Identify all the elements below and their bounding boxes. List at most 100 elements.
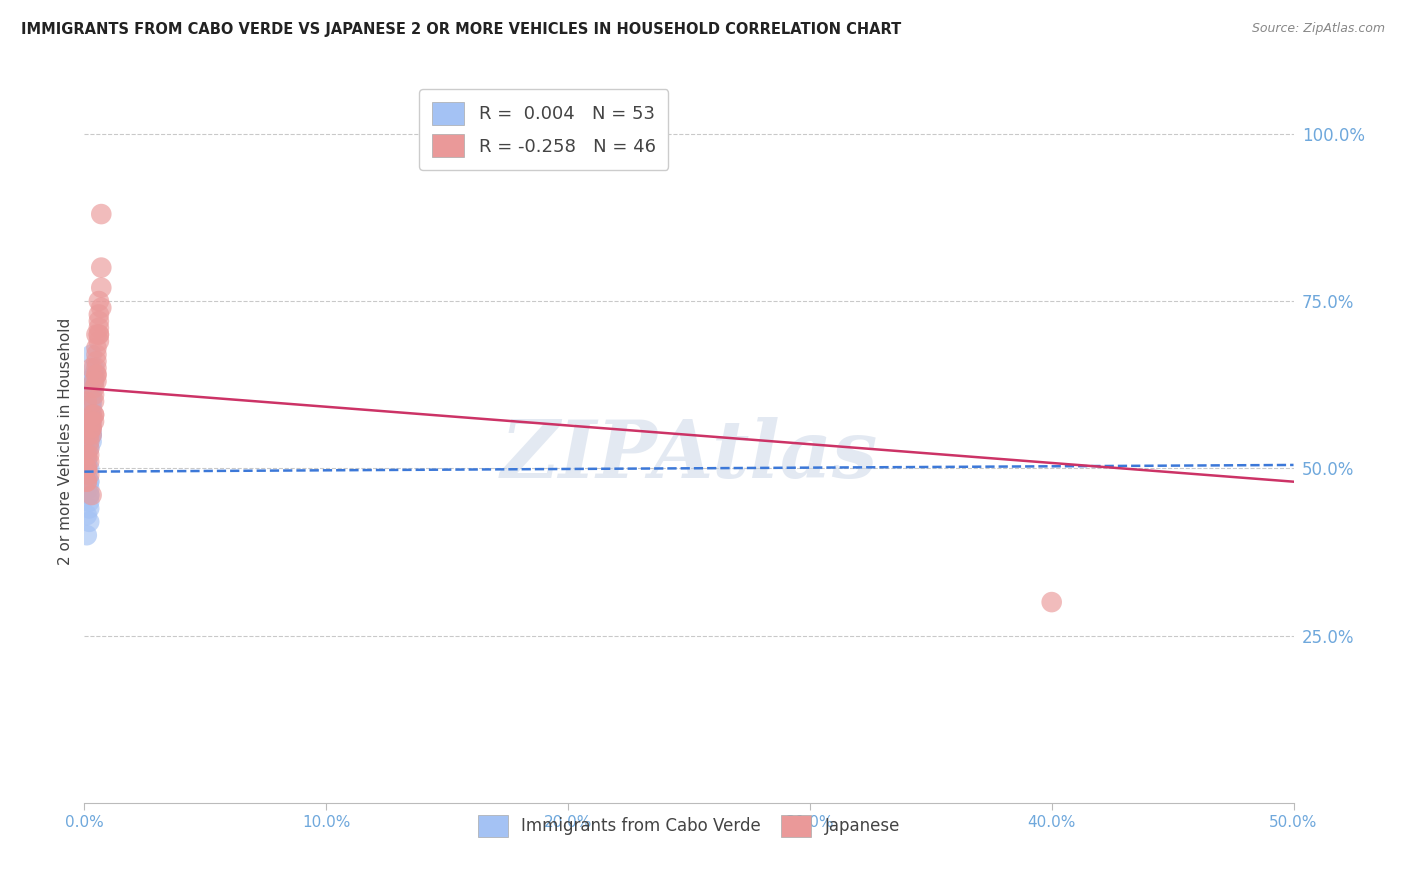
Point [77, 461, 100, 475]
Point [76, 414, 98, 429]
Point [77, 427, 100, 442]
Y-axis label: 2 or more Vehicles in Household: 2 or more Vehicles in Household [58, 318, 73, 566]
Point [86, 368, 108, 382]
Point [83, 381, 105, 395]
Point [76, 455, 98, 469]
Point [86, 348, 108, 362]
Point [77, 475, 100, 489]
Point [86, 368, 108, 382]
Point [76, 461, 98, 475]
Point [77, 488, 100, 502]
Point [80, 421, 103, 435]
Point [76, 528, 98, 542]
Point [80, 408, 103, 422]
Point [80, 361, 103, 376]
Point [80, 488, 103, 502]
Point [80, 401, 103, 416]
Point [80, 434, 103, 449]
Point [87, 307, 110, 322]
Point [76, 467, 98, 482]
Point [80, 381, 103, 395]
Point [80, 414, 103, 429]
Point [80, 394, 103, 409]
Point [76, 467, 98, 482]
Point [76, 461, 98, 475]
Point [1040, 595, 1063, 609]
Point [77, 475, 100, 489]
Point [76, 461, 98, 475]
Text: ZIPAtlas: ZIPAtlas [501, 417, 877, 495]
Point [86, 354, 108, 368]
Point [80, 401, 103, 416]
Point [80, 427, 103, 442]
Point [77, 408, 100, 422]
Point [87, 334, 110, 349]
Point [76, 475, 98, 489]
Point [77, 421, 100, 435]
Point [86, 375, 108, 389]
Point [76, 475, 98, 489]
Point [77, 427, 100, 442]
Point [76, 461, 98, 475]
Point [76, 508, 98, 523]
Point [86, 327, 108, 342]
Point [77, 494, 100, 508]
Point [76, 482, 98, 496]
Point [87, 327, 110, 342]
Point [83, 375, 105, 389]
Point [80, 427, 103, 442]
Point [90, 260, 112, 275]
Point [77, 488, 100, 502]
Point [77, 515, 100, 529]
Point [80, 387, 103, 401]
Point [77, 434, 100, 449]
Point [77, 455, 100, 469]
Point [77, 408, 100, 422]
Legend: Immigrants from Cabo Verde, Japanese: Immigrants from Cabo Verde, Japanese [470, 807, 908, 845]
Point [77, 394, 100, 409]
Point [76, 394, 98, 409]
Point [77, 501, 100, 516]
Point [76, 442, 98, 455]
Point [83, 387, 105, 401]
Point [80, 394, 103, 409]
Point [76, 375, 98, 389]
Point [87, 321, 110, 335]
Point [76, 455, 98, 469]
Point [87, 327, 110, 342]
Point [80, 387, 103, 401]
Point [86, 361, 108, 376]
Point [80, 421, 103, 435]
Point [77, 482, 100, 496]
Text: Source: ZipAtlas.com: Source: ZipAtlas.com [1251, 22, 1385, 36]
Point [83, 361, 105, 376]
Point [90, 207, 112, 221]
Point [83, 375, 105, 389]
Point [77, 381, 100, 395]
Text: IMMIGRANTS FROM CABO VERDE VS JAPANESE 2 OR MORE VEHICLES IN HOUSEHOLD CORRELATI: IMMIGRANTS FROM CABO VERDE VS JAPANESE 2… [21, 22, 901, 37]
Point [76, 448, 98, 462]
Point [80, 421, 103, 435]
Point [80, 414, 103, 429]
Point [77, 442, 100, 455]
Point [77, 434, 100, 449]
Point [77, 387, 100, 401]
Point [77, 467, 100, 482]
Point [83, 368, 105, 382]
Point [80, 348, 103, 362]
Point [80, 427, 103, 442]
Point [77, 421, 100, 435]
Point [90, 281, 112, 295]
Point [86, 341, 108, 355]
Point [77, 448, 100, 462]
Point [83, 408, 105, 422]
Point [76, 448, 98, 462]
Point [77, 381, 100, 395]
Point [76, 448, 98, 462]
Point [76, 461, 98, 475]
Point [87, 294, 110, 309]
Point [87, 314, 110, 328]
Point [80, 408, 103, 422]
Point [77, 442, 100, 455]
Point [83, 408, 105, 422]
